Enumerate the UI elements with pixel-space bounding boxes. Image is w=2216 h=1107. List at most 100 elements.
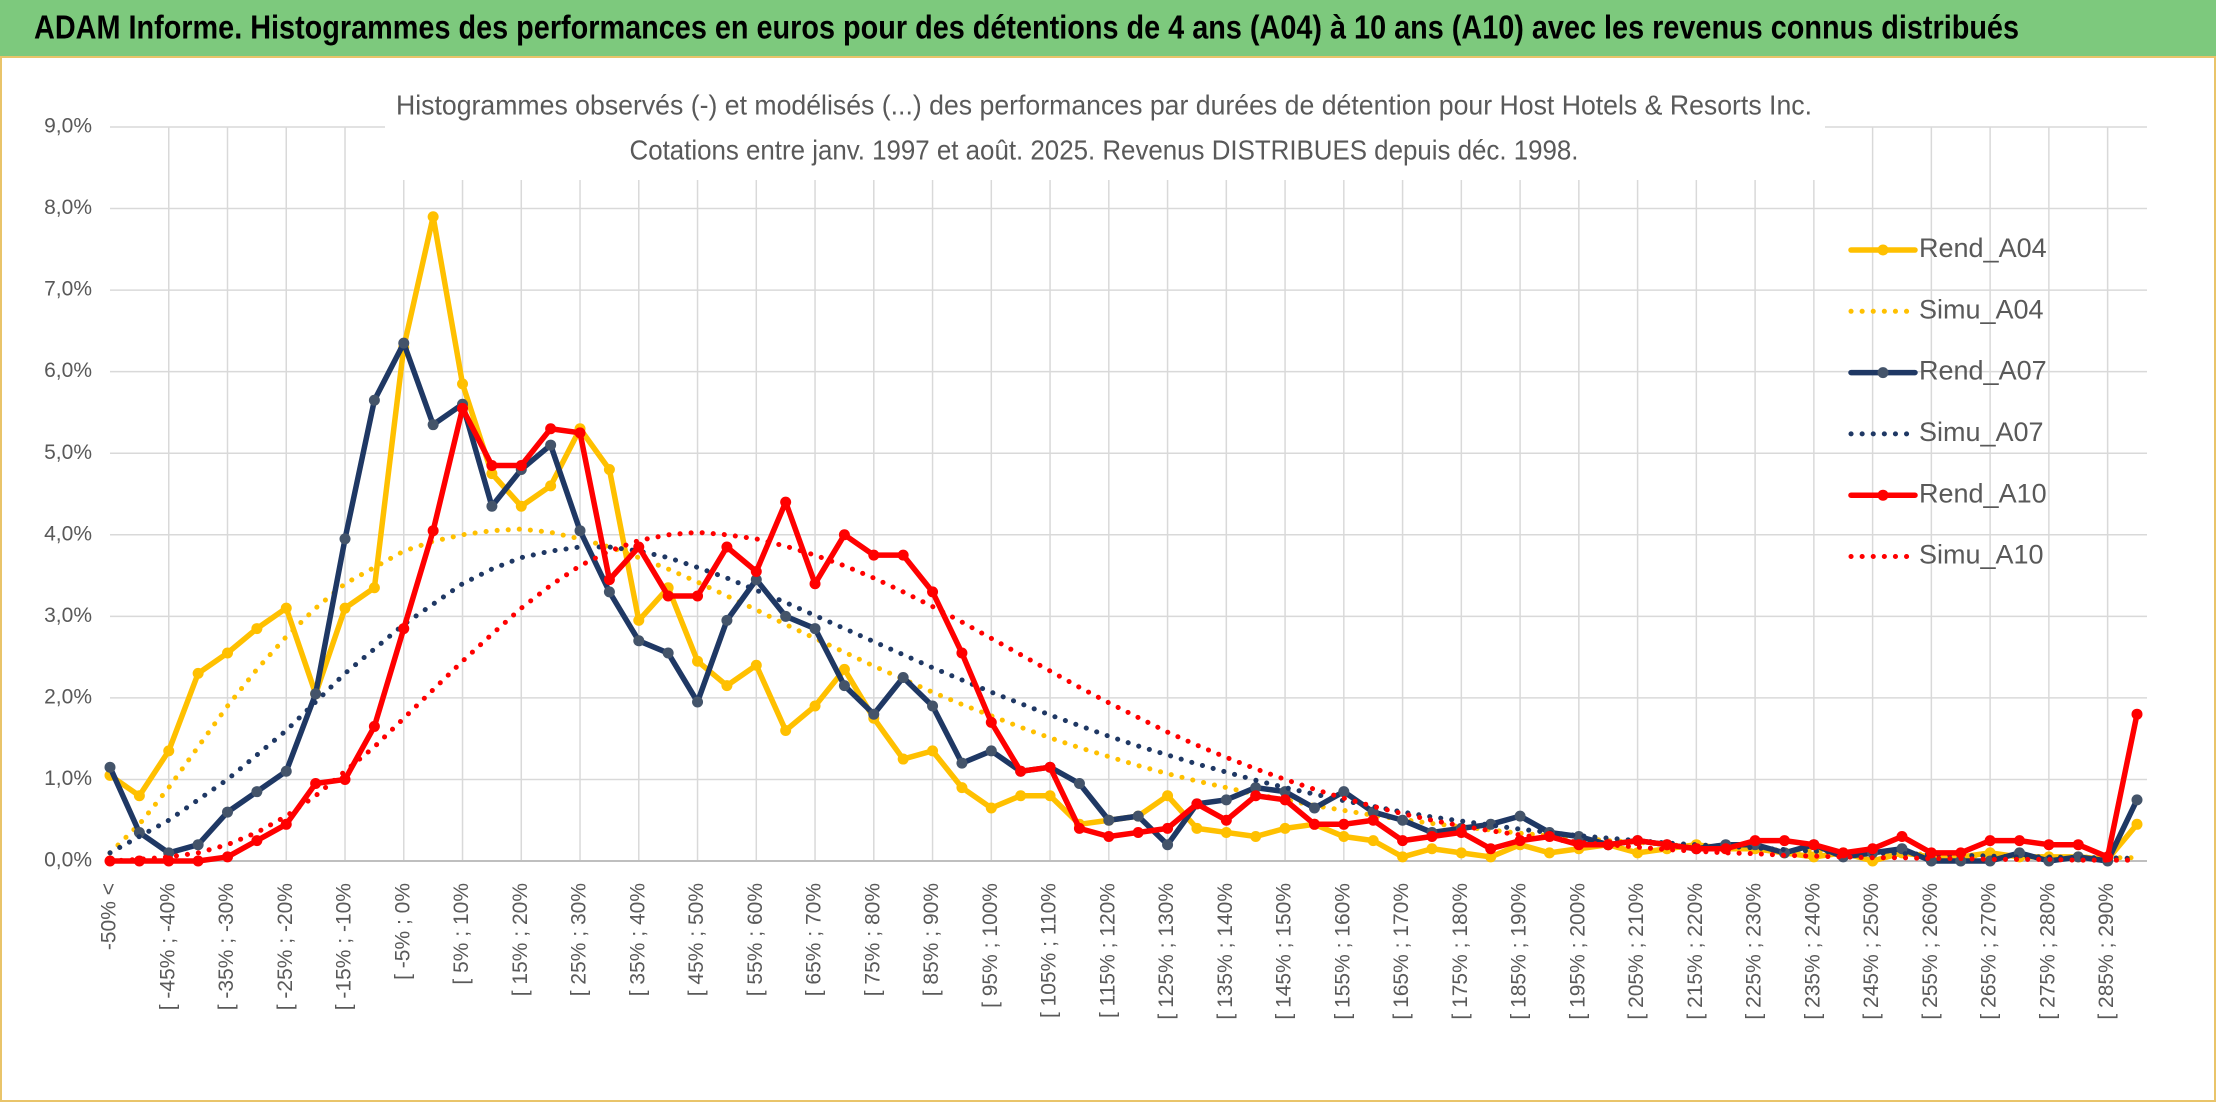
legend-marker xyxy=(1877,489,1889,501)
point-marker xyxy=(1015,765,1027,777)
point-marker xyxy=(222,851,234,863)
point-marker xyxy=(1073,778,1085,790)
legend-label: Rend_A10 xyxy=(1919,478,2047,508)
x-tick-label: [ 155% ; 160% xyxy=(1331,883,1354,1020)
x-tick-label: [ 235% ; 240% xyxy=(1801,883,1824,1020)
x-tick-label: [ 25% ; 30% xyxy=(568,883,591,996)
point-marker xyxy=(1661,839,1673,851)
point-marker xyxy=(2043,839,2055,851)
point-marker xyxy=(603,586,615,598)
y-tick-label: 7,0% xyxy=(44,278,92,301)
point-marker xyxy=(1455,826,1467,838)
x-tick-label: [ 285% ; 290% xyxy=(2095,883,2118,1020)
point-marker xyxy=(780,496,792,508)
point-marker xyxy=(486,459,498,471)
point-marker xyxy=(1514,810,1526,822)
point-marker xyxy=(956,757,968,769)
point-marker xyxy=(721,541,733,553)
y-tick-label: 0,0% xyxy=(44,849,92,872)
y-tick-label: 5,0% xyxy=(44,441,92,464)
point-marker xyxy=(545,480,557,492)
point-marker xyxy=(662,590,674,602)
point-marker xyxy=(838,680,850,692)
point-marker xyxy=(1279,794,1291,806)
point-marker xyxy=(1191,822,1203,834)
point-marker xyxy=(2131,708,2143,720)
legend-label: Simu_A04 xyxy=(1919,294,2044,324)
point-marker xyxy=(603,464,615,476)
point-marker xyxy=(1162,790,1174,802)
x-tick-label: [ 135% ; 140% xyxy=(1214,883,1237,1020)
point-marker xyxy=(750,659,762,671)
x-tick-label: [ 175% ; 180% xyxy=(1449,883,1472,1020)
point-marker xyxy=(1103,831,1115,843)
point-marker xyxy=(897,672,909,683)
y-tick-label: 2,0% xyxy=(44,685,92,708)
point-marker xyxy=(1044,790,1056,802)
point-marker xyxy=(780,610,792,622)
point-marker xyxy=(368,394,380,406)
point-marker xyxy=(545,439,557,451)
point-marker xyxy=(927,586,939,598)
x-tick-label: [ 35% ; 40% xyxy=(626,883,649,996)
x-tick-label: [ -15% ; -10% xyxy=(333,883,356,1010)
point-marker xyxy=(1250,790,1262,802)
x-tick-label: [ 185% ; 190% xyxy=(1508,883,1531,1020)
point-marker xyxy=(1426,843,1438,855)
legend-marker xyxy=(1877,367,1889,379)
point-marker xyxy=(750,574,762,586)
point-marker xyxy=(486,500,498,512)
point-marker xyxy=(1455,847,1467,859)
x-tick-label: [ 255% ; 260% xyxy=(1919,883,1942,1020)
legend-label: Simu_A10 xyxy=(1919,540,2044,570)
point-marker xyxy=(486,468,498,480)
point-marker xyxy=(1338,818,1350,830)
point-marker xyxy=(1573,831,1585,843)
point-marker xyxy=(1426,831,1438,843)
point-marker xyxy=(1338,786,1350,798)
point-marker xyxy=(457,378,469,390)
point-marker xyxy=(1397,851,1409,863)
x-tick-label: [ 245% ; 250% xyxy=(1860,883,1883,1020)
point-marker xyxy=(1808,839,1820,851)
x-tick-label: [ 55% ; 60% xyxy=(744,883,767,996)
point-marker xyxy=(985,802,997,814)
point-marker xyxy=(868,708,880,720)
point-marker xyxy=(897,549,909,561)
point-marker xyxy=(339,533,351,545)
point-marker xyxy=(1925,847,1937,859)
x-tick-label: [ 95% ; 100% xyxy=(979,883,1002,1008)
point-marker xyxy=(2072,839,2084,851)
x-tick-label: [ 225% ; 230% xyxy=(1743,883,1766,1020)
x-tick-label: [ 145% ; 150% xyxy=(1273,883,1296,1020)
point-marker xyxy=(721,614,733,626)
point-marker xyxy=(1338,831,1350,843)
point-marker xyxy=(251,623,263,635)
x-tick-label: [ 85% ; 90% xyxy=(920,883,943,996)
point-marker xyxy=(1573,839,1585,851)
point-marker xyxy=(1485,818,1497,830)
y-tick-label: 1,0% xyxy=(44,767,92,790)
point-marker xyxy=(897,753,909,765)
x-tick-label: [ 5% ; 10% xyxy=(450,883,473,985)
point-marker xyxy=(809,623,821,635)
point-marker xyxy=(427,525,439,537)
point-marker xyxy=(927,745,939,757)
point-marker xyxy=(545,423,557,435)
point-marker xyxy=(1162,822,1174,834)
legend-label: Rend_A04 xyxy=(1919,233,2047,263)
point-marker xyxy=(133,790,145,802)
point-marker xyxy=(633,541,645,553)
x-tick-label: [ -25% ; -20% xyxy=(274,883,297,1010)
point-marker xyxy=(1485,851,1497,863)
point-marker xyxy=(838,529,850,541)
point-marker xyxy=(1367,835,1379,847)
y-tick-label: 6,0% xyxy=(44,359,92,382)
point-marker xyxy=(633,614,645,626)
point-marker xyxy=(1632,835,1644,847)
point-marker xyxy=(1749,835,1761,847)
point-marker xyxy=(251,835,263,847)
point-marker xyxy=(1308,818,1320,830)
point-marker xyxy=(809,700,821,712)
